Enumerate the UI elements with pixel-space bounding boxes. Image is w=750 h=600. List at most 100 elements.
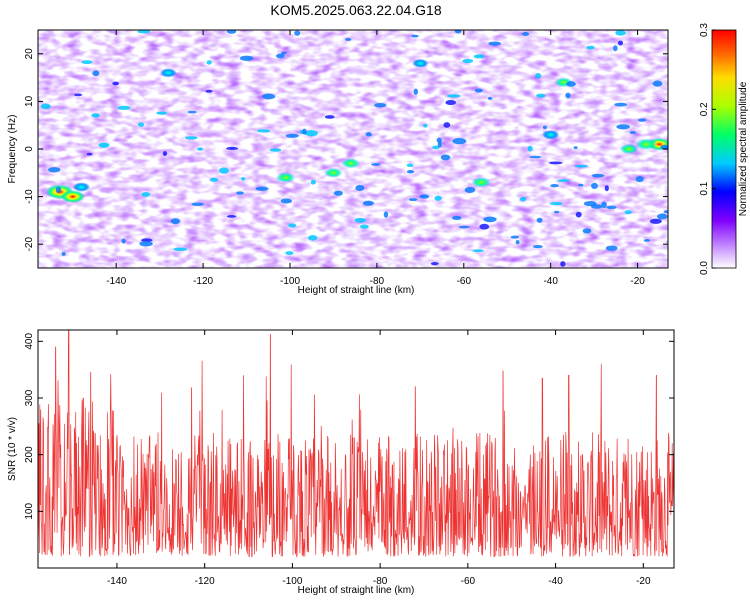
heatmap-speckle-blob — [304, 130, 318, 137]
heatmap-speckle-blob — [536, 93, 546, 98]
heatmap-x-ticks: -140 -120 -100 -80 -60 -40 -20 — [106, 30, 645, 287]
snr-y-tick-label: 300 — [24, 389, 35, 406]
snr-x-tick-label: -80 — [373, 576, 388, 587]
heatmap-speckle-blob — [383, 211, 389, 218]
heatmap-speckle-blob — [635, 176, 644, 183]
heatmap-speckle-blob — [61, 251, 66, 256]
heatmap-speckle-blob — [355, 184, 365, 192]
heatmap-speckle-blob — [614, 102, 628, 107]
heatmap-speckle-blob — [483, 216, 497, 223]
heatmap-speckle-blob — [605, 245, 618, 251]
heatmap-hotspot — [324, 167, 343, 178]
heatmap-speckle-blob — [454, 30, 462, 34]
heatmap-speckle-blob — [354, 217, 366, 223]
colorbar-tick-label: 0.2 — [699, 102, 710, 116]
heatmap-speckle-blob — [256, 129, 271, 133]
heatmap-speckle-blob — [591, 173, 605, 178]
heatmap-speckle-blob — [535, 72, 542, 79]
heatmap-speckle-blob — [365, 132, 372, 137]
heatmap-speckle-blob — [294, 30, 301, 36]
heatmap-speckle-blob — [197, 147, 203, 151]
heatmap-speckle-blob — [443, 122, 451, 128]
heatmap-speckle-blob — [92, 70, 100, 77]
heatmap-speckle-blob — [285, 133, 299, 138]
heatmap-speckle-blob — [191, 202, 204, 207]
heatmap-speckle-blob — [601, 201, 607, 209]
heatmap-speckle-blob — [519, 196, 527, 202]
heatmap-hotspots — [40, 30, 668, 267]
heatmap-speckle-blob — [285, 251, 294, 256]
heatmap-speckle-blob — [575, 211, 582, 218]
heatmap-speckle-blob — [139, 241, 153, 247]
colorbar: 0.0 0.1 0.2 0.3 Normalized spectral amplitu… — [699, 23, 749, 275]
heatmap-speckle-blob — [573, 146, 578, 150]
heatmap-speckle-blob — [548, 161, 563, 165]
heatmap-speckle-blob — [413, 88, 418, 95]
heatmap-x-tick-label: -80 — [370, 276, 385, 287]
heatmap-speckle-blob — [474, 88, 483, 93]
heatmap-speckle-blob — [643, 239, 651, 242]
heatmap-speckle-blob — [137, 122, 145, 127]
heatmap-hotspot — [619, 143, 639, 155]
heatmap-speckle-blob — [656, 213, 668, 220]
heatmap-speckle-blob — [269, 148, 282, 152]
heatmap-speckle-blob — [423, 123, 428, 128]
heatmap-speckle-blob — [430, 261, 439, 266]
heatmap-speckle-blob — [408, 198, 418, 202]
heatmap-speckle-blob — [445, 99, 457, 106]
snr-x-tick-label: -140 — [107, 576, 127, 587]
colorbar-tick-label: 0.1 — [699, 181, 710, 195]
heatmap-speckle-blob — [48, 167, 61, 173]
snr-x-tick-label: -60 — [461, 576, 476, 587]
heatmap-hotspot — [412, 58, 429, 68]
heatmap-speckle-blob — [488, 41, 501, 46]
snr-y-tick-label: 400 — [24, 333, 35, 350]
heatmap-speckle-blob — [542, 125, 547, 130]
heatmap-speckle-blob — [591, 182, 598, 190]
heatmap-x-tick-label: -100 — [280, 276, 300, 287]
heatmap-speckle-blob — [613, 45, 618, 52]
heatmap-speckle-blob — [280, 198, 293, 204]
heatmap-speckle-blob — [226, 215, 237, 218]
heatmap-speckle-blob — [310, 179, 316, 185]
heatmap-speckle-blob — [451, 215, 462, 220]
heatmap-speckle-blob — [333, 190, 343, 196]
heatmap-speckle-blob — [649, 218, 662, 224]
heatmap-x-tick-label: -60 — [457, 276, 472, 287]
heatmap-speckle-blob — [624, 210, 632, 215]
heatmap-speckle-blob — [566, 81, 576, 87]
heatmap-speckle-blob — [536, 217, 543, 223]
heatmap-speckle-blob — [226, 30, 237, 34]
heatmap-speckle-blob — [308, 234, 318, 241]
heatmap-hotspot — [541, 129, 560, 140]
heatmap-speckle-blob — [473, 54, 485, 59]
heatmap-speckle-blob — [261, 93, 276, 100]
heatmap-hotspot — [276, 172, 296, 183]
heatmap-speckle-blob — [557, 179, 570, 183]
heatmap-speckle-blob — [239, 55, 254, 61]
heatmap-speckle-blob — [374, 103, 387, 108]
snr-x-tick-label: -20 — [636, 576, 651, 587]
heatmap-speckle-blob — [452, 138, 467, 145]
heatmap-hotspot — [159, 68, 177, 78]
heatmap-y-ticks: -20 -10 0 10 20 — [24, 48, 668, 251]
heatmap-speckle-blob — [137, 30, 151, 34]
heatmap-speckle-blob — [446, 94, 461, 98]
heatmap-speckle-blob — [206, 60, 212, 65]
heatmap-speckle-blob — [170, 218, 181, 225]
heatmap-speckle-blob — [550, 183, 560, 188]
heatmap-speckle-blob — [173, 247, 188, 252]
heatmap-speckle-blob — [432, 145, 440, 150]
heatmap-y-tick-label: 0 — [24, 146, 35, 152]
heatmap-speckle-blob — [411, 34, 419, 38]
heatmap-speckle-blob — [577, 183, 584, 187]
heatmap-speckle-blob — [324, 115, 335, 119]
heatmap-speckle-blob — [156, 111, 168, 115]
snr-x-tick-label: -40 — [548, 576, 563, 587]
heatmap-speckle-blob — [586, 45, 595, 50]
colorbar-label: Normalized spectral amplitude — [738, 81, 749, 216]
heatmap-speckle-blob — [617, 40, 624, 46]
heatmap-speckle-blob — [472, 249, 484, 253]
heatmap-speckle-blob — [288, 223, 297, 228]
